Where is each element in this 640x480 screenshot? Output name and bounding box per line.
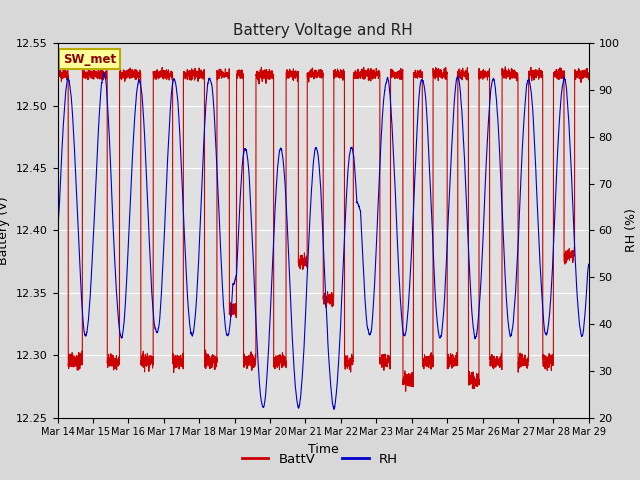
RH: [54, 222, 61, 228]
BattV: [472, 379, 480, 385]
BattV: [54, 74, 61, 80]
Y-axis label: Battery (V): Battery (V): [0, 196, 10, 264]
Line: BattV: BattV: [58, 67, 589, 391]
RH: [330, 407, 338, 412]
Line: RH: RH: [58, 73, 589, 409]
Text: SW_met: SW_met: [63, 53, 116, 66]
Y-axis label: RH (%): RH (%): [625, 208, 638, 252]
BattV: [413, 71, 420, 76]
BattV: [584, 75, 592, 81]
X-axis label: Time: Time: [308, 443, 339, 456]
BattV: [442, 72, 450, 78]
RH: [472, 333, 480, 338]
BattV: [502, 64, 509, 70]
BattV: [303, 252, 311, 258]
RH: [442, 263, 450, 268]
Title: Battery Voltage and RH: Battery Voltage and RH: [234, 23, 413, 38]
RH: [585, 261, 593, 267]
RH: [303, 271, 311, 277]
RH: [584, 264, 592, 269]
BattV: [149, 362, 157, 368]
RH: [413, 131, 420, 137]
Legend: BattV, RH: BattV, RH: [237, 447, 403, 471]
BattV: [402, 388, 410, 394]
RH: [99, 70, 107, 76]
BattV: [585, 72, 593, 78]
RH: [149, 309, 157, 314]
